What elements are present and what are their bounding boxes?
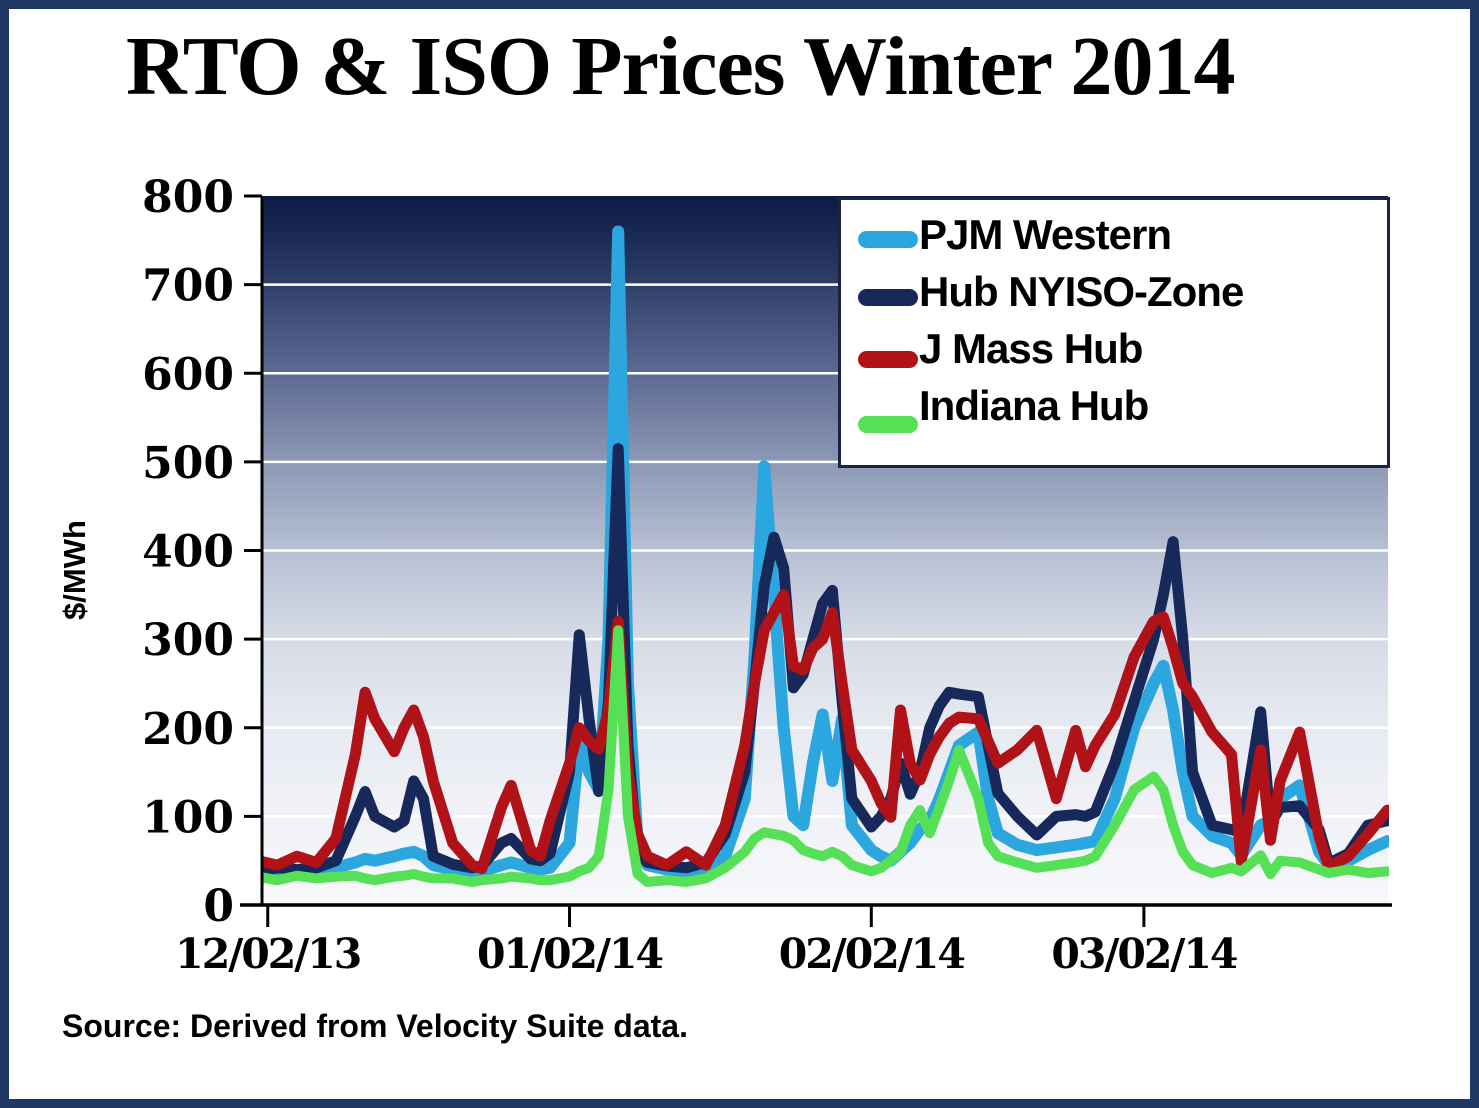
legend-item-mass-hub: J Mass Hub (841, 320, 1387, 377)
y-tick-label-600: 600 (142, 349, 234, 400)
pjm-western-hub-line-swatch (858, 231, 918, 248)
y-tick-label-700: 700 (142, 261, 234, 312)
x-tick-label-01-02-14: 01/02/14 (477, 930, 663, 978)
series-line-indiana-hub (261, 625, 1389, 887)
y-tick-label-300: 300 (142, 615, 234, 666)
y-tick-label-200: 200 (142, 704, 234, 755)
indiana-hub-line-swatch (858, 416, 918, 433)
x-tick-label-02-02-14: 02/02/14 (779, 930, 965, 978)
y-tick-label-800: 800 (142, 172, 234, 223)
y-tick-label-100: 100 (142, 792, 234, 843)
source-note: Source: Derived from Velocity Suite data… (62, 1008, 688, 1044)
series-line-mass-hub (261, 589, 1389, 875)
x-tick-label-03-02-14: 03/02/14 (1051, 930, 1237, 978)
mass-hub-line-swatch (858, 351, 918, 368)
legend-label: Hub NYISO-Zone (919, 267, 1244, 315)
legend-item-pjm-western-hub: PJM Western (841, 206, 1387, 263)
chart-title: RTO & ISO Prices Winter 2014 (126, 20, 1236, 113)
legend-label: PJM Western (919, 210, 1172, 258)
nyiso-zone-j-line-swatch (858, 289, 918, 306)
y-tick-label-500: 500 (142, 438, 234, 489)
legend-item-nyiso-zone-j: Hub NYISO-Zone (841, 263, 1387, 320)
legend-label: J Mass Hub (919, 324, 1143, 372)
legend-item-indiana-hub: Indiana Hub (841, 377, 1387, 434)
x-tick-label-12-02-13: 12/02/13 (175, 930, 360, 978)
y-tick-label-0: 0 (203, 881, 234, 932)
legend-label: Indiana Hub (919, 381, 1149, 429)
chart-legend: PJM Western Hub NYISO-Zone J Mass Hub In… (838, 197, 1390, 468)
y-tick-label-400: 400 (142, 527, 234, 578)
